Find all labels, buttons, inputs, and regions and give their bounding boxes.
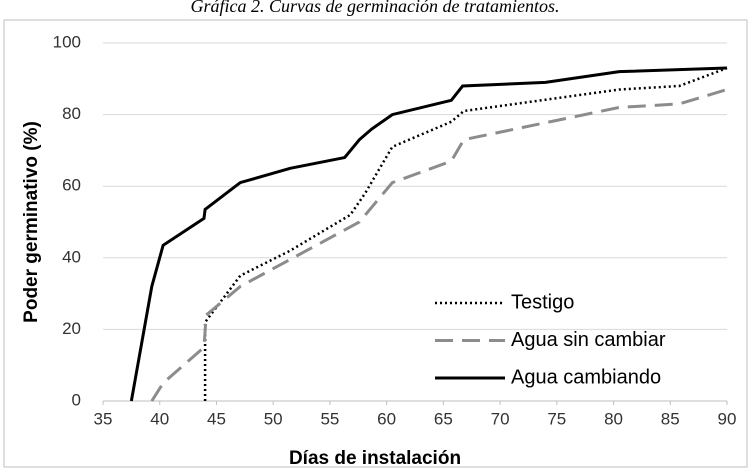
legend-label: Testigo — [511, 291, 574, 313]
x-tick-label: 85 — [661, 409, 680, 428]
x-tick-label: 45 — [207, 409, 226, 428]
x-tick-label: 40 — [150, 409, 169, 428]
x-tick-label: 50 — [264, 409, 283, 428]
series-line — [129, 66, 728, 402]
chart-title: Gráfica 2. Curvas de germinación de trat… — [191, 0, 560, 16]
y-tick-label: 20 — [62, 319, 81, 338]
series-line — [150, 88, 728, 402]
y-axis-label: Poder germinativo (%) — [21, 121, 42, 323]
series-line — [203, 66, 728, 401]
y-tick-label: 0 — [72, 390, 81, 409]
x-axis-label: Días de instalación — [289, 448, 461, 469]
x-tick-label: 70 — [491, 409, 510, 428]
x-tick-label: 60 — [377, 409, 396, 428]
chart-border — [3, 19, 748, 468]
legend-label: Agua cambiando — [511, 366, 661, 388]
x-tick-label: 35 — [94, 409, 113, 428]
y-tick-label: 100 — [53, 32, 81, 51]
x-tick-label: 65 — [434, 409, 453, 428]
x-tick-label: 80 — [604, 409, 623, 428]
y-tick-label: 80 — [62, 104, 81, 123]
x-tick-label: 90 — [718, 409, 737, 428]
legend-label: Agua sin cambiar — [511, 329, 666, 351]
y-tick-label: 40 — [62, 247, 81, 266]
x-tick-label: 55 — [320, 409, 339, 428]
x-tick-label: 75 — [547, 409, 566, 428]
y-tick-label: 60 — [62, 176, 81, 195]
